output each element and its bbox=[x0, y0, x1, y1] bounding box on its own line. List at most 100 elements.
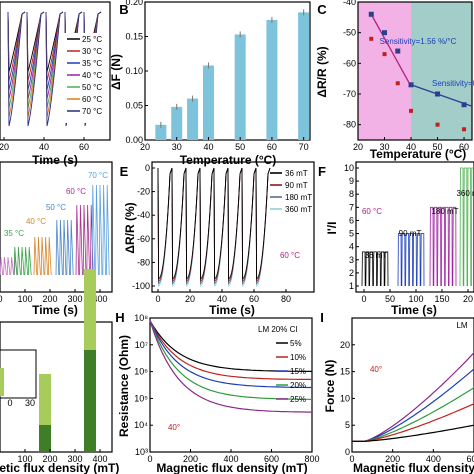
panel-f-pulse bbox=[416, 233, 421, 287]
panel-b-ylabel: ΔF (N) bbox=[109, 54, 123, 90]
panel-g-inset-tick: 30 bbox=[25, 398, 35, 408]
panel-g-frame bbox=[0, 321, 113, 453]
panel-h-curve bbox=[149, 320, 312, 413]
panel-a-legend-item: 50 °C bbox=[82, 83, 102, 92]
panel-c-point-fit bbox=[461, 102, 467, 108]
panel-b-y-ticklabel: 0.05 bbox=[125, 101, 143, 111]
panel-i-x-ticklabel: 600 bbox=[466, 454, 474, 464]
panel-d-curve bbox=[59, 219, 63, 276]
panel-e-xlabel: Time (s) bbox=[209, 303, 255, 317]
panel-f-label: F bbox=[318, 164, 326, 179]
panel-e-curve bbox=[255, 167, 271, 280]
panel-e-label: E bbox=[120, 164, 129, 179]
panel-d-curve bbox=[91, 184, 96, 276]
panel-f-pulse bbox=[429, 206, 434, 287]
panel-e-y-ticklabel: -100 bbox=[132, 281, 150, 291]
panel-g-bar-dark bbox=[84, 350, 96, 452]
panel-i-ylabel: Force (N) bbox=[323, 360, 337, 413]
panel-c-point-fit bbox=[368, 11, 374, 17]
panel-e-curve bbox=[213, 167, 229, 285]
panel-e-curve bbox=[185, 167, 201, 287]
panel-e-curve bbox=[227, 167, 243, 287]
panel-g-bar-light bbox=[84, 269, 96, 350]
panel-b-label: B bbox=[119, 2, 128, 17]
panel-c-x-ticklabel: 60 bbox=[459, 142, 469, 152]
panel-e-y-ticklabel: 0 bbox=[145, 163, 150, 173]
panel-c-point-fit bbox=[408, 82, 414, 88]
panel-a-curve bbox=[45, 11, 64, 100]
panel-a-curve bbox=[26, 11, 45, 91]
panel-e-curve bbox=[157, 167, 173, 285]
panel-f-x-ticklabel: 20 bbox=[463, 294, 473, 304]
panel-e-legend-item: 90 mT bbox=[285, 181, 308, 190]
panel-a-legend-item: 60 °C bbox=[82, 95, 102, 104]
panel-h-y-ticklabel: 10⁷ bbox=[135, 340, 148, 350]
panel-d-temp-label: 35 °C bbox=[4, 229, 24, 238]
panel-e-curve bbox=[157, 167, 173, 287]
panel-e-curve bbox=[171, 167, 187, 287]
panel-b-bar bbox=[171, 106, 183, 140]
panel-f-temp-label: 60 °C bbox=[362, 207, 382, 216]
panel-g-x-ticklabel: 100 bbox=[17, 454, 32, 464]
panel-f-x-ticklabel: 50 bbox=[385, 294, 395, 304]
panel-d-curve bbox=[106, 184, 110, 276]
panel-c-point bbox=[369, 36, 374, 41]
panel-b-x-ticklabel: 40 bbox=[203, 142, 213, 152]
panel-e-temp-label: 60 °C bbox=[280, 251, 300, 260]
panel-e-frame bbox=[151, 161, 315, 293]
panel-f-pulse bbox=[437, 206, 442, 287]
panel-a-curve bbox=[7, 11, 26, 100]
panel-a-legend-item: 25 °C bbox=[82, 35, 102, 44]
panel-d-xlabel: Time (s) bbox=[32, 303, 78, 317]
panel-d-temp-label: 50 °C bbox=[46, 203, 66, 212]
panel-e-x-ticklabel: 80 bbox=[281, 294, 291, 304]
panel-d-curve bbox=[37, 236, 41, 276]
panel-c-label: C bbox=[317, 2, 327, 17]
panel-f-frame bbox=[355, 161, 474, 293]
panel-e-curve bbox=[255, 167, 271, 282]
panel-d-curve bbox=[102, 184, 106, 276]
panel-c-point bbox=[395, 81, 400, 86]
panel-h-y-ticklabel: 10⁸ bbox=[134, 313, 148, 323]
panel-i-y-ticklabel: 10 bbox=[340, 393, 350, 403]
panel-b-x-ticklabel: 50 bbox=[235, 142, 245, 152]
panel-d-curve bbox=[82, 204, 87, 276]
panel-d-curve bbox=[40, 236, 45, 276]
panel-a-frame bbox=[0, 1, 111, 141]
panel-i-temp-label: 40° bbox=[370, 365, 382, 374]
panel-c-annotation-2: Sensitivity=0 bbox=[432, 79, 474, 88]
panel-b-bar bbox=[234, 34, 246, 140]
panel-a-legend-item: 40 °C bbox=[82, 71, 102, 80]
panel-c-y-ticklabel: -40 bbox=[343, 0, 356, 7]
panel-h-x-ticklabel: 600 bbox=[264, 454, 279, 464]
panel-i-label: I bbox=[320, 310, 324, 325]
panel-e-curve bbox=[199, 167, 215, 280]
panel-i-y-ticklabel: 0 bbox=[345, 447, 350, 457]
panel-a-legend-item: 30 °C bbox=[82, 47, 102, 56]
panel-e-curve bbox=[213, 167, 229, 287]
panel-e-x-ticklabel: 40 bbox=[217, 294, 227, 304]
panel-a-legend-bg bbox=[64, 33, 108, 123]
panel-e-curve bbox=[185, 167, 201, 285]
panel-f-pulse bbox=[365, 251, 370, 287]
panel-f-x-ticklabel: 100 bbox=[408, 294, 423, 304]
panel-d-curve bbox=[75, 204, 80, 276]
panel-f-pulse bbox=[376, 251, 381, 287]
panel-e-curve bbox=[157, 167, 173, 280]
panel-f-pulse bbox=[373, 251, 377, 287]
panel-f-y-ticklabel: 9 bbox=[349, 176, 354, 186]
panel-d-curve bbox=[66, 219, 70, 276]
panel-e-curve bbox=[199, 167, 215, 282]
panel-f-y-ticklabel: 1 bbox=[349, 281, 354, 291]
panel-e-curve bbox=[157, 167, 173, 282]
panel-d-curve bbox=[28, 246, 32, 276]
panel-a-curve bbox=[26, 11, 45, 100]
panel-f-x-ticklabel: 150 bbox=[434, 294, 449, 304]
panel-e-legend-item: 360 mT bbox=[285, 205, 312, 214]
panel-i-x-ticklabel: 200 bbox=[385, 454, 400, 464]
panel-c-annotation-1: Sensitivity=1.56 %/°C bbox=[380, 37, 457, 46]
panel-a-curve bbox=[7, 11, 26, 91]
panel-a-x-ticklabel: 20 bbox=[0, 142, 9, 152]
panel-i-frame bbox=[351, 317, 474, 453]
panel-e-y-ticklabel: -40 bbox=[137, 210, 150, 220]
